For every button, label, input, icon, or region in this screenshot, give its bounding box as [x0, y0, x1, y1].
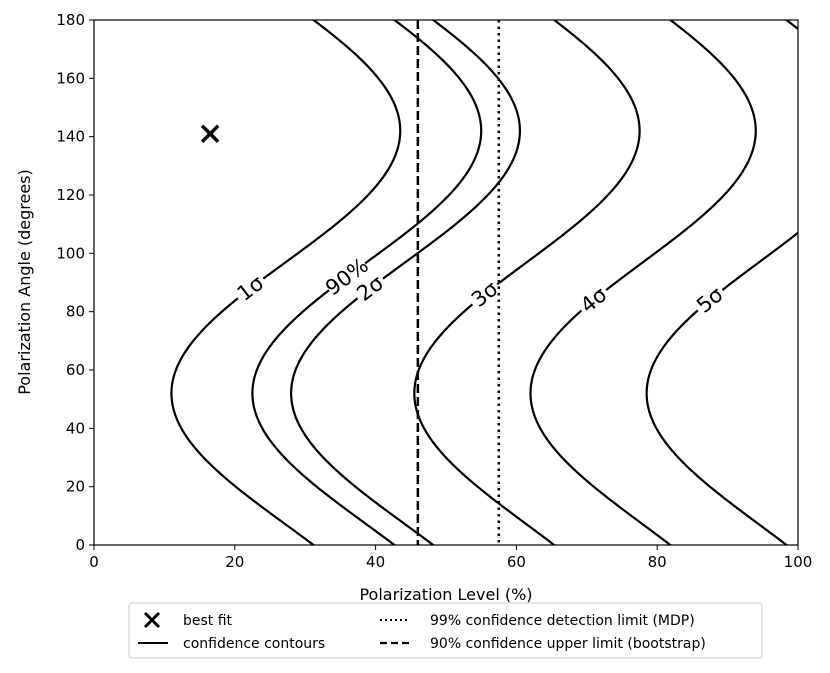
- contour-label-bg: [349, 268, 391, 309]
- x-tick-label: 0: [89, 553, 99, 571]
- legend-entry-confidence-contours: confidence contours: [138, 636, 325, 652]
- y-tick-label: 60: [66, 361, 85, 379]
- y-tick-label: 180: [56, 11, 85, 29]
- y-tick-label: 120: [56, 186, 85, 204]
- contour-label-4: 3σ: [467, 276, 503, 311]
- contour-label-group: 5σ: [689, 279, 731, 321]
- confidence-contours: [170, 20, 798, 545]
- y-tick-label: 160: [56, 69, 85, 87]
- legend-label-bootstrap: 90% confidence upper limit (bootstrap): [430, 636, 706, 652]
- x-axis-ticks: 0 20 40 60 80 100: [89, 545, 812, 571]
- best-fit-layer: [200, 124, 220, 143]
- plot-frame: [93, 19, 799, 546]
- contour-line-6: [645, 20, 798, 545]
- y-axis-label: Polarization Angle (degrees): [15, 169, 34, 395]
- legend-entry-mdp: 99% confidence detection limit (MDP): [380, 613, 695, 629]
- legend-entry-best-fit: best fit: [143, 611, 233, 629]
- y-tick-label: 20: [66, 478, 85, 496]
- contour-line-5: [529, 20, 757, 545]
- legend-entry-bootstrap: 90% confidence upper limit (bootstrap): [380, 636, 706, 652]
- contour-label-group: 4σ: [573, 279, 615, 321]
- contour-label-group: 1σ: [229, 268, 272, 309]
- best-fit-x-marker: [200, 124, 220, 143]
- legend: best fit confidence contours 99% confide…: [128, 602, 763, 659]
- legend-label-confidence-contours: confidence contours: [183, 636, 325, 652]
- legend-x-marker-icon: [143, 611, 161, 629]
- legend-box: [128, 602, 763, 659]
- contour-label-5: 4σ: [576, 282, 612, 317]
- legend-label-mdp: 99% confidence detection limit (MDP): [430, 613, 695, 629]
- y-axis-ticks: 0 20 40 60 80 100 120 140 160 180: [56, 11, 94, 554]
- y-tick-label: 0: [75, 536, 85, 554]
- contour-label-bg: [689, 279, 731, 321]
- x-tick-label: 60: [507, 553, 526, 571]
- legend-label-best-fit: best fit: [183, 613, 233, 629]
- contour-label-bg: [229, 268, 272, 309]
- x-axis-label: Polarization Level (%): [359, 585, 532, 604]
- y-tick-label: 140: [56, 128, 85, 146]
- x-tick-label: 100: [784, 553, 813, 571]
- x-tick-label: 80: [648, 553, 667, 571]
- y-tick-label: 40: [66, 419, 85, 437]
- y-tick-label: 100: [56, 244, 85, 262]
- contour-label-bg: [573, 279, 615, 321]
- contour-label-6: 5σ: [692, 282, 728, 317]
- x-tick-label: 40: [366, 553, 385, 571]
- y-tick-label: 80: [66, 303, 85, 321]
- contour-line-4: [413, 20, 641, 545]
- contour-label-bg: [464, 274, 506, 315]
- limit-lines: [416, 20, 501, 545]
- contour-label-1: 1σ: [233, 271, 269, 306]
- contour-label-bg: [321, 252, 373, 301]
- x-tick-label: 20: [225, 553, 244, 571]
